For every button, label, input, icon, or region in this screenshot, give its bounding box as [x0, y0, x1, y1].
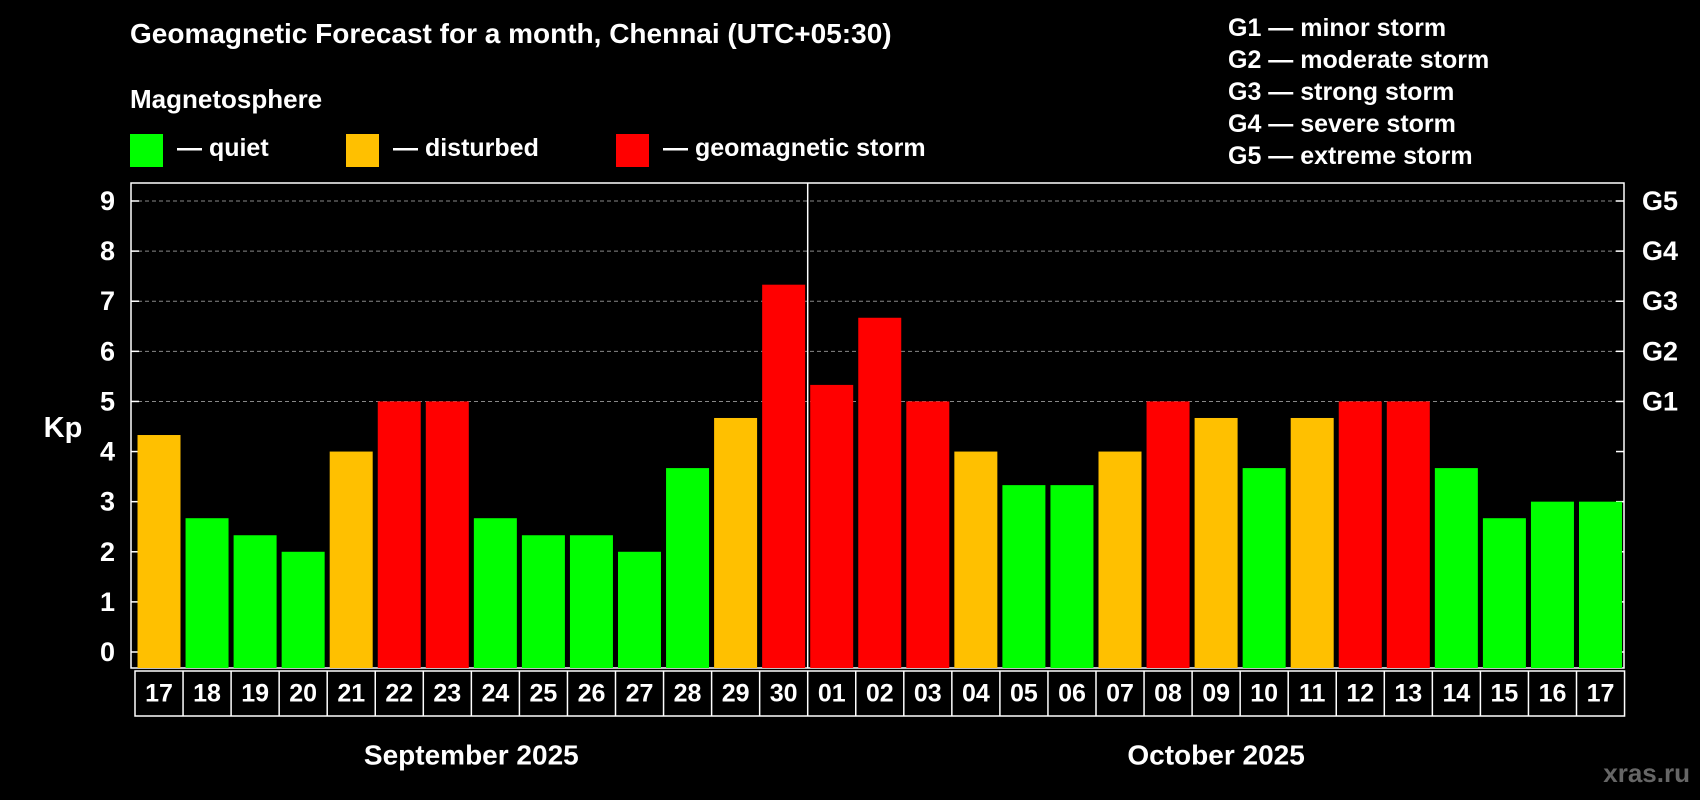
day-label-22: 09 [1202, 680, 1230, 708]
y-tick-label-4: 4 [100, 437, 115, 467]
bar-27 [1434, 468, 1478, 668]
y-tick-label-6: 6 [100, 336, 115, 366]
bar-12 [714, 417, 758, 668]
bar-20 [1098, 451, 1142, 668]
y-tick-label-8: 8 [100, 236, 115, 266]
bar-21 [1146, 401, 1190, 668]
day-label-20: 07 [1106, 680, 1134, 708]
bar-4 [329, 451, 373, 668]
day-label-3: 20 [289, 680, 317, 708]
right-tick-label-g1: G1 [1642, 386, 1678, 416]
g-legend-g2: G2 — moderate storm [1228, 46, 1490, 74]
y-tick-label-1: 1 [100, 587, 115, 617]
bar-6 [425, 401, 469, 668]
y-tick-label-7: 7 [100, 286, 115, 316]
bar-1 [185, 518, 229, 668]
day-label-19: 06 [1058, 680, 1086, 708]
legend-swatch-disturbed [346, 134, 379, 167]
bar-29 [1530, 501, 1574, 668]
bar-15 [858, 317, 902, 668]
right-tick-label-g5: G5 [1642, 186, 1678, 216]
day-label-24: 11 [1299, 680, 1326, 708]
g-legend-g4: G4 — severe storm [1228, 110, 1456, 138]
day-label-25: 12 [1346, 680, 1374, 708]
bar-16 [906, 401, 950, 668]
day-label-17: 04 [962, 680, 990, 708]
day-label-11: 28 [674, 680, 702, 708]
month-label-october: October 2025 [1127, 740, 1304, 771]
day-label-8: 25 [530, 680, 558, 708]
bar-2 [233, 535, 277, 668]
day-label-18: 05 [1010, 680, 1038, 708]
day-label-5: 22 [385, 680, 413, 708]
day-label-0: 17 [145, 680, 173, 708]
day-label-16: 03 [914, 680, 942, 708]
bar-24 [1290, 417, 1334, 668]
day-label-12: 29 [722, 680, 750, 708]
bar-3 [281, 551, 325, 668]
bar-9 [569, 535, 613, 668]
bar-17 [954, 451, 998, 668]
right-tick-label-g4: G4 [1642, 236, 1678, 266]
day-label-2: 19 [241, 680, 269, 708]
day-label-9: 26 [578, 680, 606, 708]
y-tick-label-2: 2 [100, 537, 115, 567]
bar-7 [473, 518, 517, 668]
day-label-27: 14 [1442, 680, 1470, 708]
day-label-4: 21 [337, 680, 365, 708]
month-label-september: September 2025 [364, 740, 579, 771]
day-label-6: 23 [433, 680, 461, 708]
bar-5 [377, 401, 421, 668]
bar-14 [810, 384, 854, 668]
bar-13 [762, 284, 806, 668]
day-label-21: 08 [1154, 680, 1182, 708]
bar-8 [521, 535, 565, 668]
bar-10 [618, 551, 661, 668]
bar-28 [1482, 518, 1526, 668]
g-legend-g1: G1 — minor storm [1228, 14, 1447, 42]
legend-label-disturbed: — disturbed [393, 134, 539, 162]
bar-26 [1386, 401, 1430, 668]
day-label-1: 18 [193, 680, 221, 708]
day-label-23: 10 [1250, 680, 1278, 708]
day-label-14: 01 [818, 680, 846, 708]
g-legend-g3: G3 — strong storm [1228, 78, 1455, 106]
bar-18 [1002, 485, 1046, 668]
legend-label-quiet: — quiet [177, 134, 269, 162]
y-axis-label: Kp [44, 412, 83, 444]
chart-title: Geomagnetic Forecast for a month, Chenna… [130, 18, 892, 49]
y-tick-label-5: 5 [100, 386, 115, 416]
bar-0 [137, 435, 181, 668]
g-legend-g5: G5 — extreme storm [1228, 142, 1473, 170]
bar-19 [1050, 485, 1094, 668]
legend-swatch-quiet [130, 134, 163, 167]
day-label-7: 24 [481, 680, 509, 708]
y-tick-label-9: 9 [100, 186, 115, 216]
day-label-15: 02 [866, 680, 894, 708]
day-row-frame [134, 670, 1626, 717]
chart-subtitle: Magnetosphere [130, 84, 323, 114]
bar-11 [666, 468, 710, 668]
right-tick-label-g2: G2 [1642, 336, 1678, 366]
legend-swatch-storm [616, 134, 649, 167]
y-tick-label-0: 0 [100, 637, 115, 667]
bar-23 [1242, 468, 1286, 668]
day-label-26: 13 [1394, 680, 1422, 708]
day-label-29: 16 [1539, 680, 1567, 708]
day-label-28: 15 [1491, 680, 1519, 708]
day-label-30: 17 [1587, 680, 1615, 708]
bar-30 [1579, 501, 1622, 668]
day-label-13: 30 [770, 680, 798, 708]
bar-22 [1194, 417, 1238, 668]
bar-25 [1338, 401, 1382, 668]
watermark: xras.ru [1603, 758, 1690, 788]
day-label-10: 27 [626, 680, 654, 708]
legend-label-storm: — geomagnetic storm [663, 134, 926, 162]
right-tick-label-g3: G3 [1642, 286, 1678, 316]
y-tick-label-3: 3 [100, 487, 115, 517]
